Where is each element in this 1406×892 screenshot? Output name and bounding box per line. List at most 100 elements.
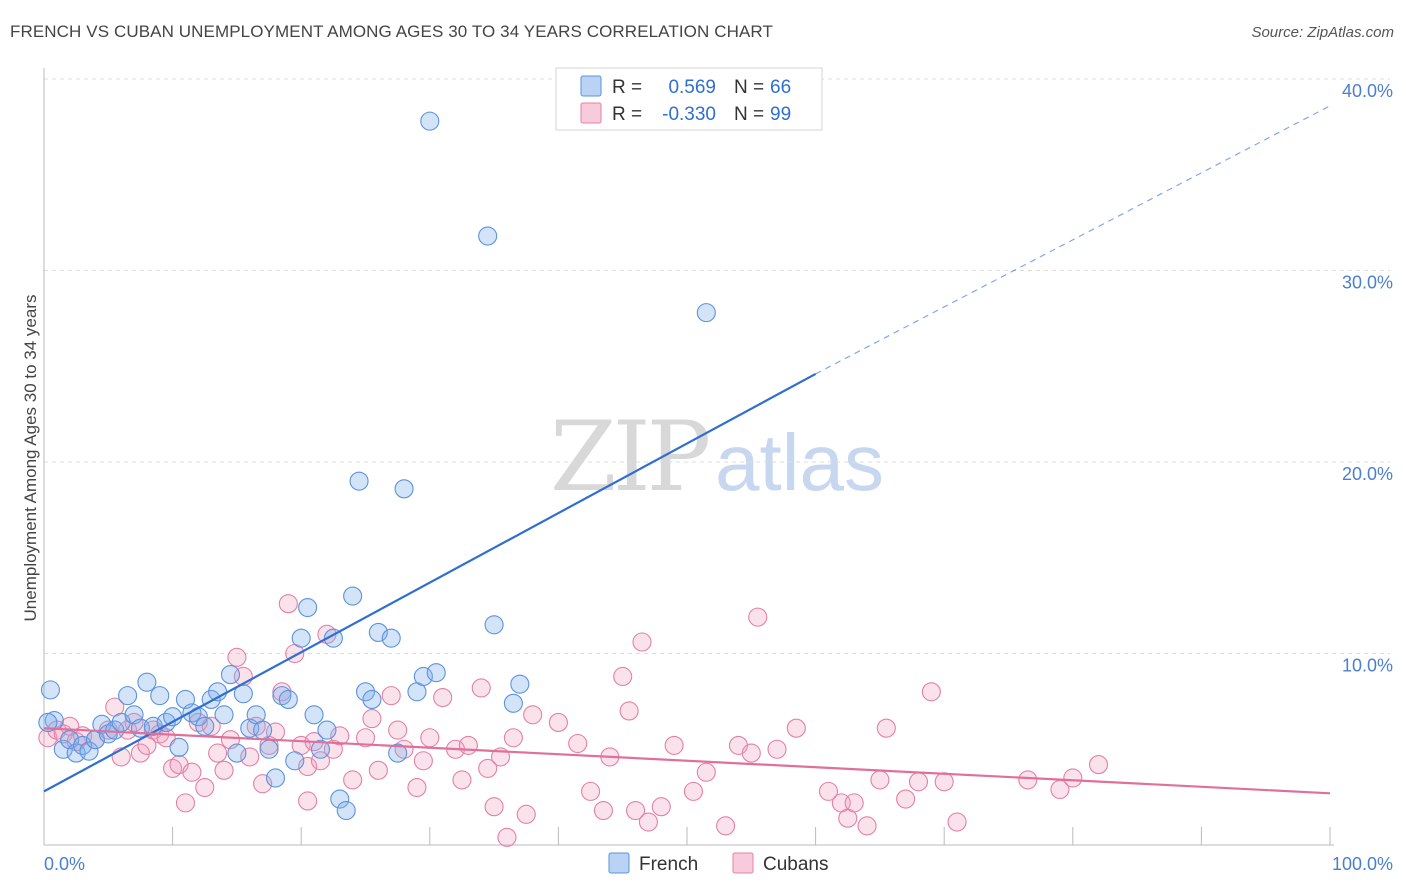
french-point-41	[304, 705, 324, 725]
cubans-point-65	[523, 705, 543, 725]
cubans-point-59	[478, 758, 498, 778]
cubans-point-38	[298, 756, 318, 777]
legend-n-label-cubans: N =	[734, 104, 764, 125]
french-point-43	[317, 720, 337, 740]
legend-swatch-cubans	[580, 102, 602, 124]
cubans-point-72	[619, 701, 639, 721]
cubans-point-84	[786, 718, 806, 738]
legend-n-label-french: N =	[734, 77, 764, 98]
cubans-trend-line	[43, 727, 1331, 795]
series-legend: French Cubans	[608, 852, 829, 875]
french-point-59	[478, 226, 498, 246]
french-point-37	[278, 689, 298, 710]
cubans-point-90	[870, 770, 890, 790]
cubans-point-48	[381, 686, 401, 706]
cubans-point-23	[201, 716, 221, 736]
cubans-point-43	[330, 726, 350, 746]
cubans-point-64	[516, 804, 536, 824]
cubans-point-78	[696, 762, 716, 782]
cubans-point-45	[355, 728, 376, 748]
cubans-point-95	[934, 772, 954, 792]
french-point-64	[696, 303, 716, 323]
french-point-39	[291, 628, 311, 648]
chart-title: FRENCH VS CUBAN UNEMPLOYMENT AMONG AGES …	[10, 22, 773, 41]
french-point-45	[330, 789, 350, 809]
cubans-point-91	[876, 718, 896, 738]
french-point-20	[169, 737, 189, 757]
legend-r-label-cubans: R =	[612, 104, 642, 125]
french-point-53	[388, 743, 408, 763]
cubans-point-46	[362, 709, 382, 729]
cubans-point-54	[433, 687, 453, 708]
cubans-point-83	[767, 739, 787, 759]
cubans-point-74	[632, 632, 652, 652]
french-point-50	[362, 689, 382, 710]
cubans-point-67	[568, 733, 588, 754]
cubans-point-35	[278, 594, 298, 614]
cubans-point-85	[818, 781, 839, 801]
french-point-24	[195, 716, 215, 736]
french-point-27	[214, 705, 234, 725]
cubans-point-97	[1018, 770, 1038, 790]
correlation-legend: R = 0.569 N = 66 R = -0.330 N = 99	[555, 67, 823, 131]
french-point-51	[368, 622, 388, 642]
cubans-point-82	[748, 607, 768, 627]
cubans-point-81	[741, 743, 761, 763]
y-tick-label-0: 10.0%	[1342, 656, 1393, 676]
french-point-34	[259, 739, 279, 759]
cubans-point-19	[175, 793, 196, 813]
grid	[44, 78, 1390, 654]
french-point-44	[323, 628, 343, 648]
cubans-point-24	[208, 743, 228, 763]
cubans-point-44	[343, 770, 363, 790]
tick-labels: 10.0% 20.0% 30.0% 40.0% 0.0% 100.0%	[44, 81, 1393, 874]
legend-r-label-french: R =	[612, 77, 642, 98]
source-label: Source: ZipAtlas.com	[1251, 24, 1394, 41]
french-point-65	[38, 712, 58, 732]
cubans-point-100	[1088, 755, 1109, 775]
cubans-point-92	[896, 789, 916, 809]
french-point-2	[53, 739, 73, 759]
french-point-46	[336, 800, 356, 821]
cubans-point-68	[580, 781, 601, 801]
cubans-point-20	[182, 762, 202, 782]
french-point-0	[40, 680, 60, 700]
cubans-point-76	[664, 735, 684, 755]
cubans-point-31	[253, 774, 273, 794]
french-point-49	[355, 682, 376, 702]
french-point-17	[150, 686, 170, 706]
cubans-point-94	[921, 682, 941, 702]
cubans-point-52	[413, 751, 433, 771]
legend-n-value-french: 66	[770, 77, 791, 98]
legend-r-value-cubans: -0.330	[662, 104, 716, 125]
french-trend-extension	[815, 105, 1331, 375]
cubans-point-89	[857, 816, 877, 836]
cubans-point-29	[240, 747, 260, 767]
cubans-point-66	[548, 712, 568, 732]
legend-n-value-cubans: 99	[770, 104, 791, 125]
bottom-legend-label-french: French	[639, 854, 698, 875]
french-trend-line	[43, 372, 817, 793]
cubans-point-96	[947, 812, 967, 832]
french-point-38	[285, 751, 305, 771]
legend-swatch-french	[580, 75, 602, 97]
legend-r-value-french: 0.569	[668, 77, 716, 98]
french-point-61	[503, 693, 523, 713]
cubans-point-62	[497, 827, 517, 847]
cubans-point-49	[388, 720, 408, 740]
french-point-42	[310, 739, 331, 759]
french-point-28	[220, 665, 241, 685]
bottom-legend-swatch-cubans	[732, 852, 754, 874]
cubans-point-77	[683, 781, 703, 801]
french-point-33	[253, 720, 273, 740]
axes	[43, 68, 1334, 846]
cubans-series	[38, 594, 1109, 847]
french-point-47	[343, 586, 363, 606]
cubans-point-63	[503, 728, 523, 748]
cubans-point-79	[716, 816, 736, 836]
cubans-point-53	[420, 728, 440, 748]
french-point-56	[413, 666, 433, 687]
cubans-point-27	[227, 647, 247, 667]
trend-lines	[43, 105, 1331, 795]
